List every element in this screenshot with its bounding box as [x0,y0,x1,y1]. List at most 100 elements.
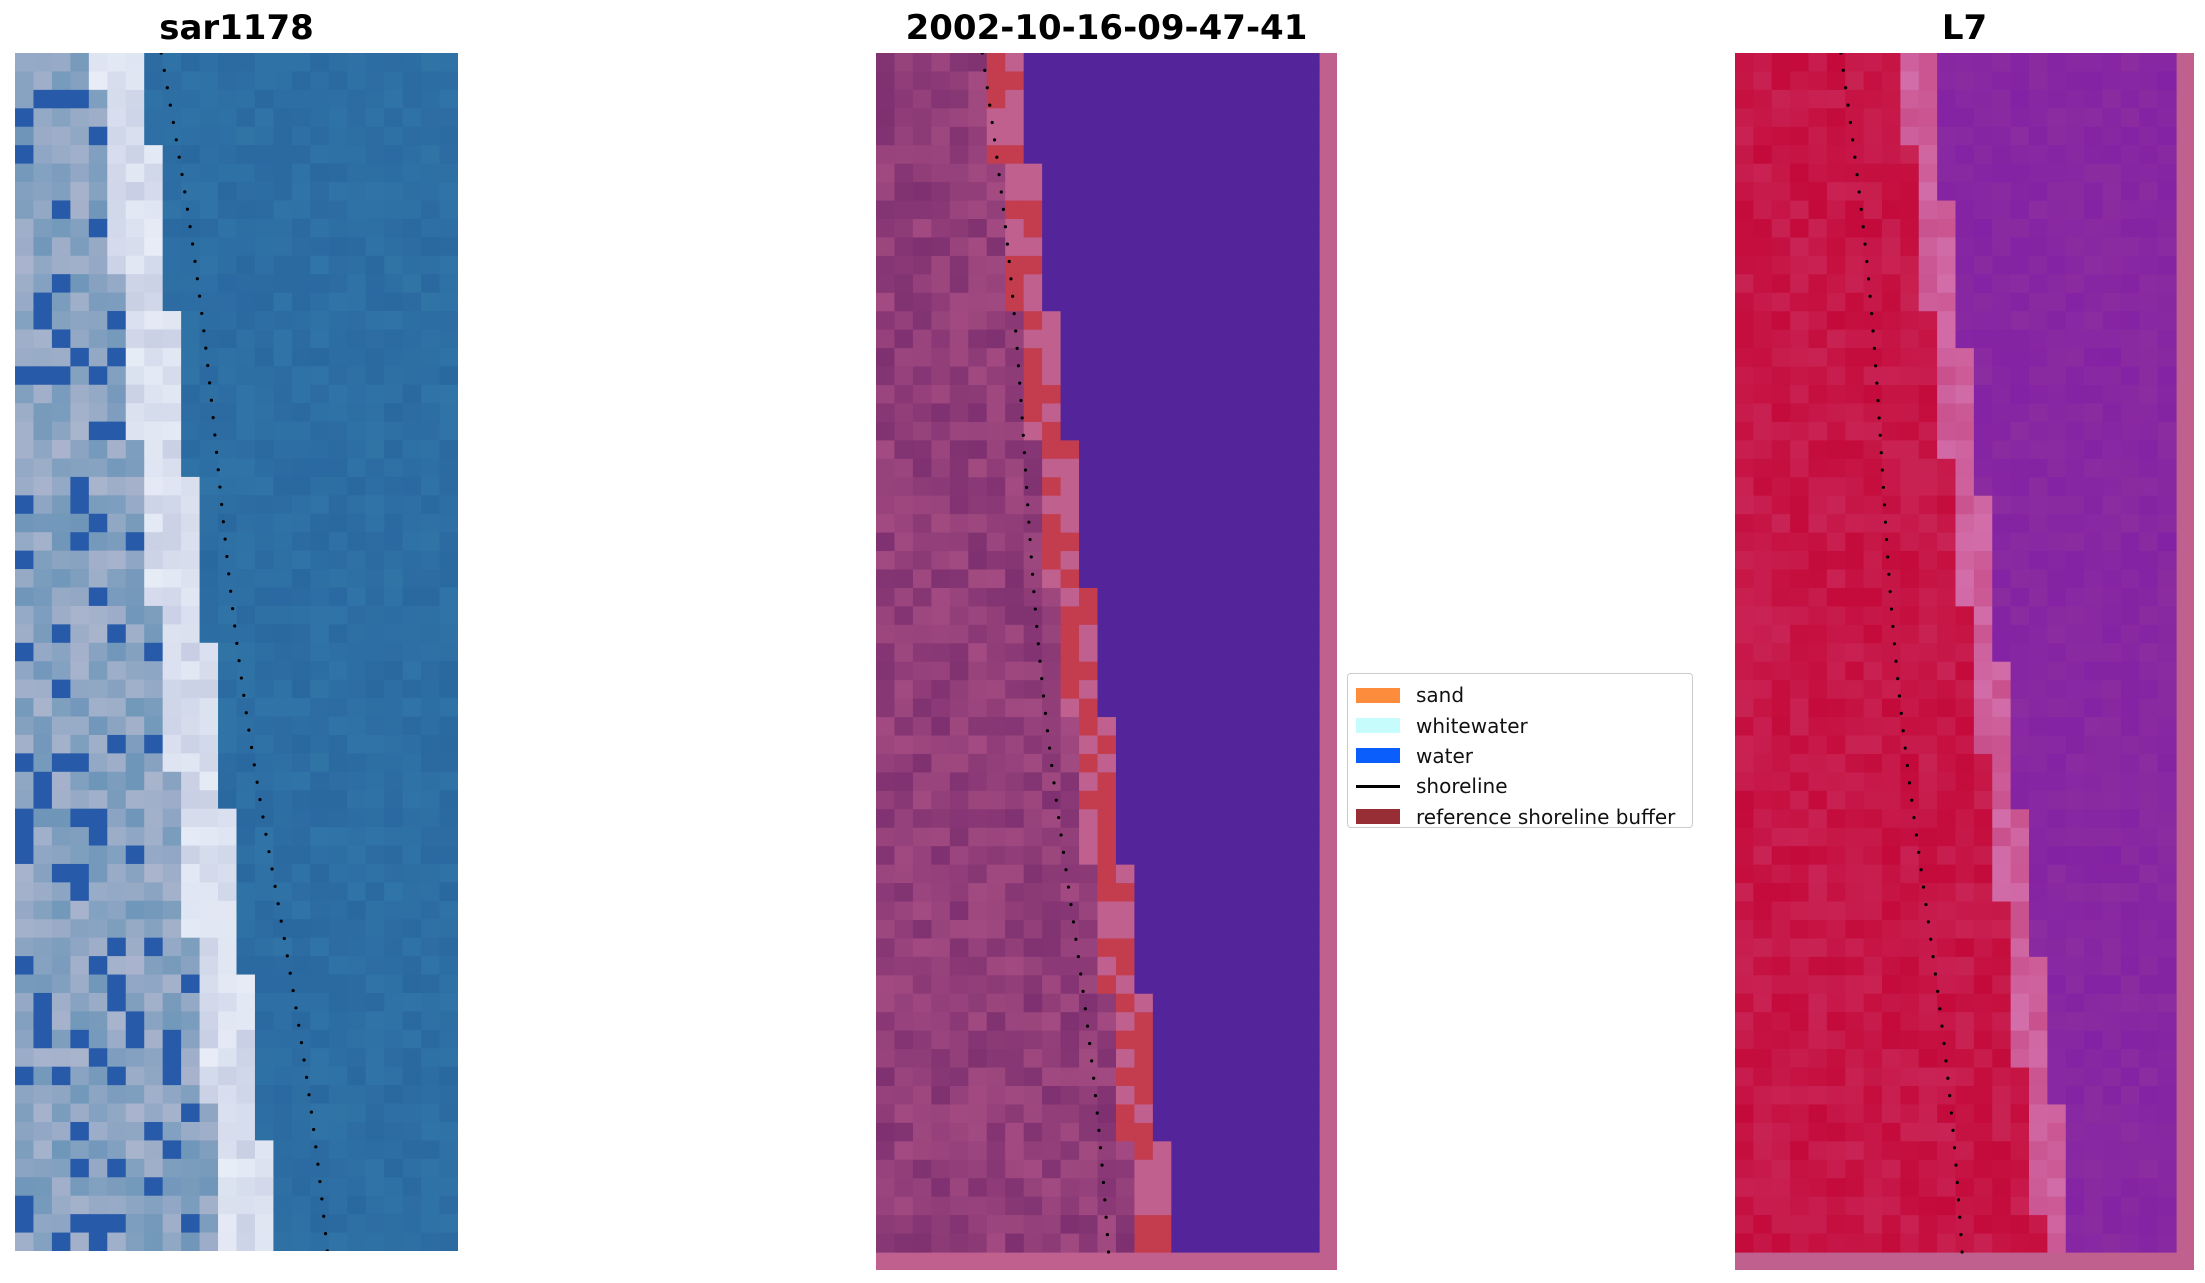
rgb-pixel [33,532,53,552]
nir-pixel [2047,514,2067,534]
rgb-pixel [310,403,330,423]
rgb-pixel [144,53,164,73]
class-pixel [1134,864,1154,884]
rgb-pixel [70,163,90,183]
class-pixel [1134,514,1154,534]
nir-pixel [2065,311,2085,331]
rgb-pixel [236,661,256,681]
class-pixel [1134,495,1154,515]
class-pixel [1152,403,1172,423]
class-pixel [1171,1067,1191,1087]
nir-pixel [1753,698,1773,718]
nir-pixel [2139,514,2159,534]
nir-pixel [1826,772,1846,792]
rgb-pixel [181,679,201,699]
class-pixel [1134,827,1154,847]
rgb-pixel [421,569,441,589]
rgb-pixel [15,421,35,441]
class-pixel [1245,827,1265,847]
class-pixel [1300,1085,1320,1106]
shoreline-dot [1956,1198,1961,1202]
rgb-pixel [273,882,293,902]
shoreline-dot [1054,798,1058,802]
class-pixel [1245,163,1265,183]
rgb-pixel [310,734,330,754]
rgb-pixel [181,274,201,294]
rgb-pixel [33,716,53,736]
shoreline-dot [1841,68,1845,72]
class-pixel [1023,643,1043,663]
nir-pixel [1882,403,1901,423]
rgb-pixel [347,163,367,183]
rgb-pixel [15,661,35,681]
rgb-pixel [181,440,201,460]
nir-pixel [1863,919,1883,940]
rgb-pixel [51,532,71,552]
rgb-pixel [144,1048,164,1068]
nir-pixel [1992,145,2012,165]
class-pixel [1023,993,1043,1013]
nir-pixel [1973,938,1993,958]
rgb-pixel [107,1140,127,1160]
class-pixel [1042,403,1062,423]
class-pixel [1245,440,1265,460]
shoreline-dot [261,815,265,819]
rgb-pixel [181,569,201,589]
nir-pixel [1826,421,1846,441]
nir-pixel [1992,532,2012,552]
rgb-pixel [384,845,404,865]
nir-pixel [1826,1178,1846,1198]
rgb-pixel [254,716,275,736]
nir-pixel [1808,1085,1828,1106]
class-pixel [986,329,1006,349]
class-pixel [1226,1085,1246,1106]
rgb-pixel [88,882,108,902]
class-pixel [1097,753,1117,773]
class-pixel [1097,587,1117,607]
class-pixel [1300,1159,1320,1179]
class-pixel [1208,753,1228,773]
class-pixel [876,1178,896,1198]
rgb-pixel [273,716,293,736]
nir-pixel [2157,1122,2177,1142]
rgb-pixel [144,716,164,736]
rgb-pixel [88,274,108,294]
rgb-pixel [439,679,458,699]
rgb-pixel [254,1085,275,1105]
nir-pixel [2065,1049,2085,1069]
class-pixel [1152,790,1172,810]
class-pixel [912,846,932,866]
class-pixel [1189,551,1209,571]
rgb-pixel [347,734,367,754]
rgb-pixel [15,919,35,939]
nir-pixel [2139,1067,2159,1087]
rgb-pixel [107,827,127,847]
rgb-pixel [33,71,53,91]
class-pixel [912,938,932,958]
class-pixel [1042,1196,1062,1216]
nir-pixel [2139,551,2159,571]
nir-pixel [1992,883,2012,903]
nir-pixel [1808,956,1828,976]
class-pixel [968,440,988,460]
class-pixel [1042,956,1062,976]
nir-pixel [1973,255,1993,275]
class-pixel [1152,606,1172,626]
class-pixel [968,643,988,663]
rgb-pixel [254,1029,275,1049]
class-pixel [894,661,914,681]
nir-pixel [2047,1067,2067,1087]
class-pixel [1115,145,1136,165]
rgb-pixel [254,753,275,773]
nir-pixel [1992,421,2012,441]
nir-pixel [1808,1104,1828,1124]
class-pixel [1005,421,1025,441]
class-pixel [986,1049,1006,1069]
rgb-pixel [254,89,275,109]
rgb-pixel [291,513,311,533]
nir-pixel [1955,735,1975,755]
rgb-pixel [199,274,219,294]
rgb-pixel [439,1103,458,1123]
class-pixel [1263,1178,1283,1198]
class-pixel [1115,901,1136,921]
